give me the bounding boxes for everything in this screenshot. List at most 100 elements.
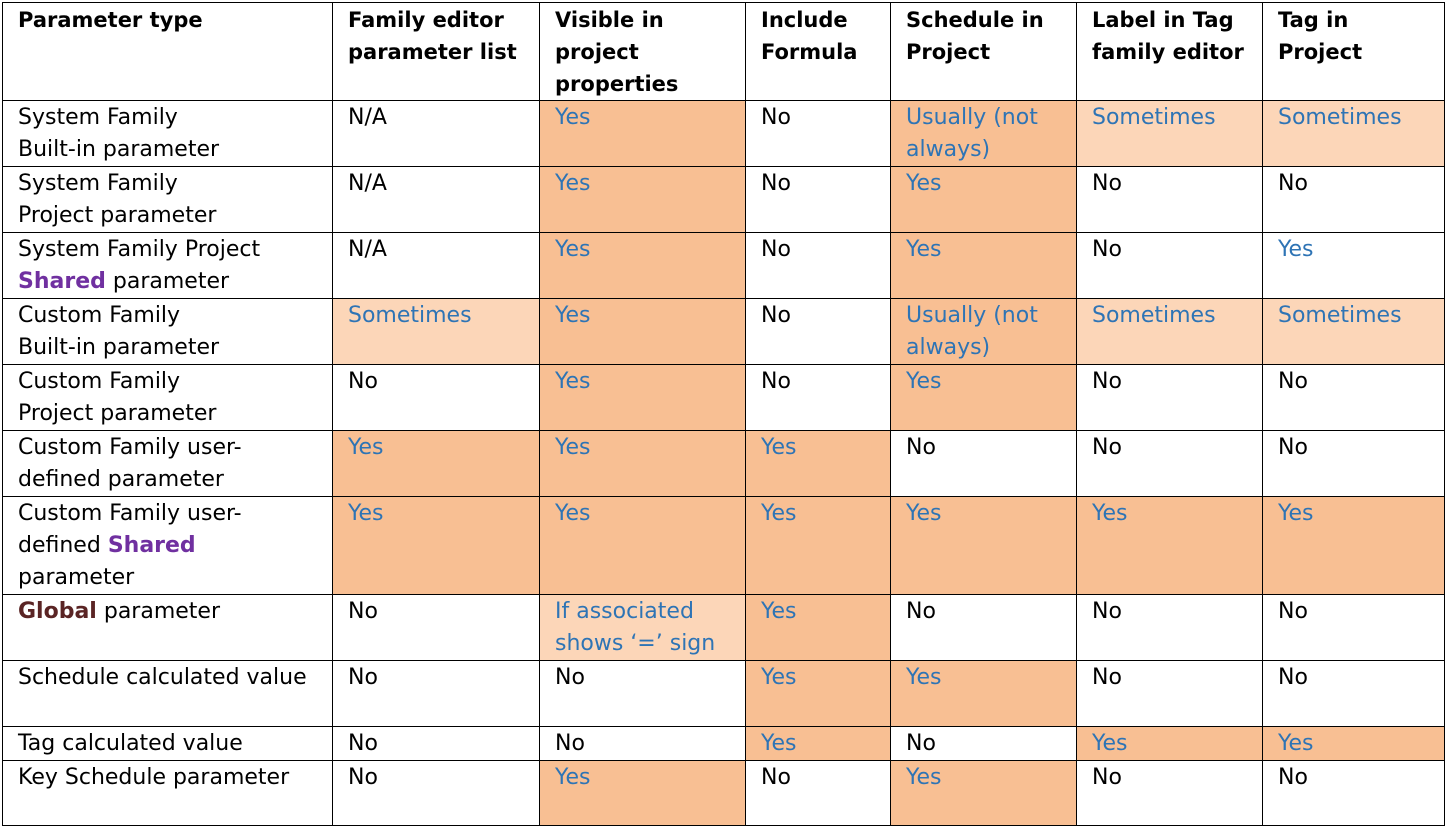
global-keyword: Global: [18, 599, 97, 624]
tag-in-project-cell: No: [1262, 594, 1445, 661]
family-editor-cell: N/A: [332, 166, 540, 233]
table-row: Custom Family Built-in parameter Sometime…: [2, 298, 1445, 365]
include-formula-cell: Yes: [745, 594, 891, 661]
family-editor-cell: No: [332, 726, 540, 761]
tag-in-project-cell: No: [1262, 660, 1445, 727]
table-row: Custom Family Project parameter No Yes No…: [2, 364, 1445, 431]
label-in-tag-cell: No: [1076, 594, 1263, 661]
shared-keyword: Shared: [107, 533, 196, 558]
tag-in-project-cell: No: [1262, 364, 1445, 431]
type-line: Custom Family: [18, 303, 181, 328]
include-formula-cell: Yes: [745, 430, 891, 497]
schedule-in-project-cell: Yes: [890, 496, 1077, 595]
family-editor-cell: No: [332, 760, 540, 826]
family-editor-cell: No: [332, 594, 540, 661]
table-row: Custom Family user-defined Shared paramet…: [2, 496, 1445, 595]
parameter-type-cell: Tag calculated value: [2, 726, 333, 761]
tag-in-project-cell: No: [1262, 430, 1445, 497]
tag-in-project-cell: Sometimes: [1262, 298, 1445, 365]
type-line: parameter: [112, 269, 230, 294]
label-in-tag-cell: No: [1076, 660, 1263, 727]
tag-in-project-cell: No: [1262, 166, 1445, 233]
family-editor-cell: N/A: [332, 100, 540, 167]
tag-in-project-cell: Yes: [1262, 232, 1445, 299]
parameter-type-cell: System Family Project parameter: [2, 166, 333, 233]
tag-in-project-cell: Yes: [1262, 496, 1445, 595]
include-formula-cell: No: [745, 760, 891, 826]
table-row: System Family Project Shared parameter N/…: [2, 232, 1445, 299]
type-line: Built-in parameter: [18, 137, 220, 162]
schedule-in-project-cell: Yes: [890, 364, 1077, 431]
include-formula-cell: Yes: [745, 496, 891, 595]
parameter-type-cell: Schedule calculated value: [2, 660, 333, 727]
label-in-tag-cell: No: [1076, 760, 1263, 826]
schedule-in-project-cell: No: [890, 430, 1077, 497]
header-include-formula: Include Formula: [745, 2, 891, 101]
table-row: Tag calculated value No No Yes No Yes Ye…: [2, 726, 1445, 761]
visible-in-properties-cell: Yes: [539, 430, 746, 497]
table-row: Global parameter No If associated shows …: [2, 594, 1445, 661]
family-editor-cell: Yes: [332, 430, 540, 497]
parameter-type-cell: Custom Family Built-in parameter: [2, 298, 333, 365]
family-editor-cell: No: [332, 364, 540, 431]
parameter-type-cell: Custom Family user-defined Shared paramet…: [2, 496, 333, 595]
type-line: Project parameter: [18, 401, 217, 426]
schedule-in-project-cell: No: [890, 594, 1077, 661]
visible-in-properties-cell: If associated shows ‘=’ sign: [539, 594, 746, 661]
label-in-tag-cell: Yes: [1076, 496, 1263, 595]
type-line: System Family: [18, 171, 178, 196]
parameter-type-cell: Global parameter: [2, 594, 333, 661]
parameter-type-cell: System Family Project Shared parameter: [2, 232, 333, 299]
type-line: System Family Project: [18, 237, 261, 262]
type-line: System Family: [18, 105, 178, 130]
type-line: parameter: [18, 565, 135, 590]
visible-in-properties-cell: Yes: [539, 496, 746, 595]
family-editor-cell: No: [332, 660, 540, 727]
label-in-tag-cell: No: [1076, 232, 1263, 299]
table-row: Schedule calculated value No No Yes Yes …: [2, 660, 1445, 727]
header-tag-in-project: Tag in Project: [1262, 2, 1445, 101]
header-family-editor-parameter-list: Family editor parameter list: [332, 2, 540, 101]
label-in-tag-cell: Sometimes: [1076, 298, 1263, 365]
tag-in-project-cell: No: [1262, 760, 1445, 826]
label-in-tag-cell: No: [1076, 364, 1263, 431]
parameter-type-cell: Custom Family user-defined parameter: [2, 430, 333, 497]
table-row: System Family Project parameter N/A Yes N…: [2, 166, 1445, 233]
parameter-type-cell: Key Schedule parameter: [2, 760, 333, 826]
include-formula-cell: No: [745, 298, 891, 365]
label-in-tag-cell: Sometimes: [1076, 100, 1263, 167]
family-editor-cell: Sometimes: [332, 298, 540, 365]
label-in-tag-cell: Yes: [1076, 726, 1263, 761]
schedule-in-project-cell: Usually (not always): [890, 100, 1077, 167]
header-row: Parameter type Family editor parameter l…: [2, 2, 1445, 101]
parameter-type-cell: Custom Family Project parameter: [2, 364, 333, 431]
schedule-in-project-cell: Usually (not always): [890, 298, 1077, 365]
table-row: Key Schedule parameter No Yes No Yes No …: [2, 760, 1445, 826]
table-row: System Family Built-in parameter N/A Yes …: [2, 100, 1445, 167]
visible-in-properties-cell: Yes: [539, 298, 746, 365]
type-line: Project parameter: [18, 203, 217, 228]
header-visible-in-project-properties: Visible in project properties: [539, 2, 746, 101]
visible-in-properties-cell: Yes: [539, 232, 746, 299]
schedule-in-project-cell: No: [890, 726, 1077, 761]
header-schedule-in-project: Schedule in Project: [890, 2, 1077, 101]
include-formula-cell: No: [745, 166, 891, 233]
family-editor-cell: N/A: [332, 232, 540, 299]
visible-in-properties-cell: Yes: [539, 166, 746, 233]
include-formula-cell: No: [745, 232, 891, 299]
type-line: Custom Family: [18, 369, 181, 394]
tag-in-project-cell: Sometimes: [1262, 100, 1445, 167]
type-line: Custom Family user-defined: [18, 501, 242, 558]
schedule-in-project-cell: Yes: [890, 760, 1077, 826]
include-formula-cell: No: [745, 364, 891, 431]
visible-in-properties-cell: No: [539, 726, 746, 761]
include-formula-cell: Yes: [745, 660, 891, 727]
table-row: Custom Family user-defined parameter Yes…: [2, 430, 1445, 497]
header-label-in-tag-family-editor: Label in Tag family editor: [1076, 2, 1263, 101]
parameter-type-cell: System Family Built-in parameter: [2, 100, 333, 167]
tag-in-project-cell: Yes: [1262, 726, 1445, 761]
type-line: parameter: [103, 599, 221, 624]
visible-in-properties-cell: Yes: [539, 364, 746, 431]
schedule-in-project-cell: Yes: [890, 660, 1077, 727]
